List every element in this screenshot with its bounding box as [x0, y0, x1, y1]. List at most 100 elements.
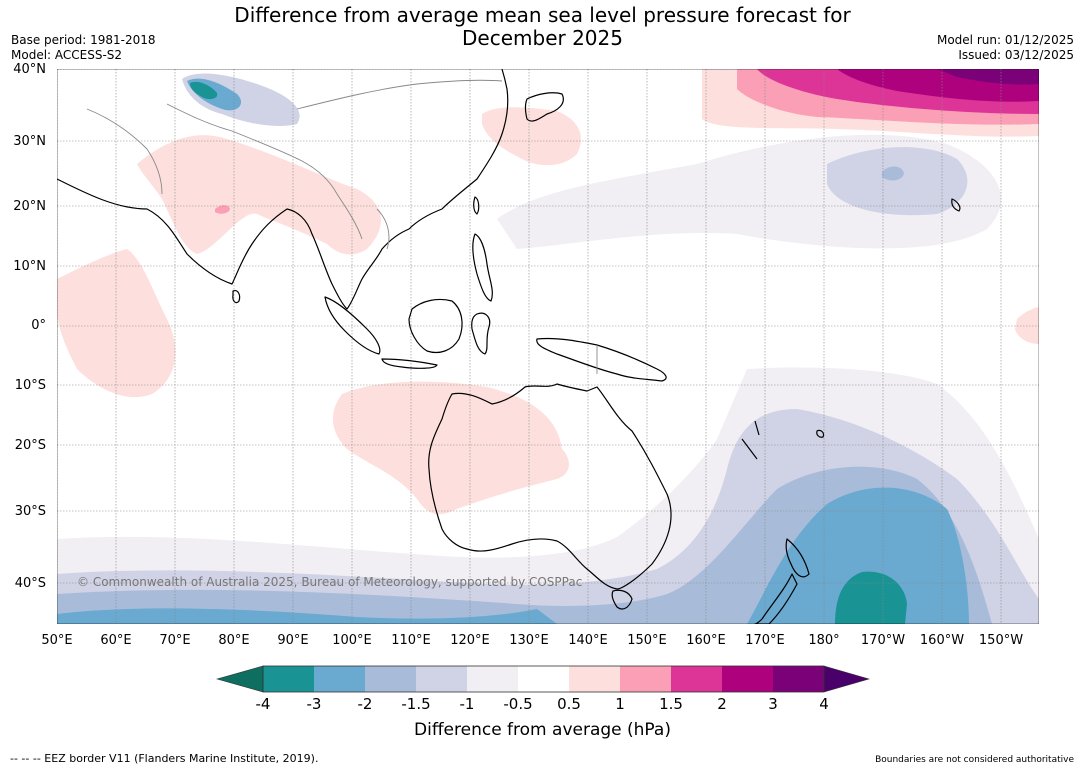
colorbar-tick-1-5: 1.5	[659, 695, 683, 713]
colorbar-cell-1	[314, 666, 366, 692]
title-line-2: December 2025	[462, 26, 623, 50]
colorbar-cell-0	[263, 666, 315, 692]
coastline-sumatra	[324, 296, 381, 355]
lat-label-40s: 40°S	[14, 576, 46, 591]
anomaly-region-west-australia-high	[332, 381, 569, 515]
coastline-sri-lanka	[232, 290, 241, 304]
anomaly-region-pacific-small-high	[1015, 307, 1039, 344]
colorbar-tick-1: 1	[615, 695, 625, 713]
lon-label-110e: 110°E	[391, 633, 431, 648]
lon-label-150e: 150°E	[627, 633, 667, 648]
lat-label-equator: 0°	[31, 318, 46, 333]
metadata-left: Base period: 1981-2018 Model: ACCESS-S2	[11, 33, 156, 63]
lat-label-40n: 40°N	[13, 62, 46, 77]
coastline-java	[381, 358, 438, 369]
lat-label-20n: 20°N	[13, 199, 46, 214]
colorbar-over-arrow	[823, 665, 870, 693]
chart-title: Difference from average mean sea level p…	[0, 4, 1085, 50]
colorbar-tick-minus-4: -4	[255, 695, 271, 713]
border-china-north	[296, 79, 503, 110]
colorbar-cell-9	[722, 666, 774, 692]
coastline-hawaii	[951, 198, 961, 212]
lat-label-30s: 30°S	[14, 504, 46, 519]
lon-label-170w: 170°W	[860, 633, 906, 648]
colorbar-cell-4	[467, 666, 519, 692]
lon-label-160w: 160°W	[919, 633, 965, 648]
lon-label-130e: 130°E	[509, 633, 549, 648]
colorbar-tick-2: 2	[717, 695, 727, 713]
coastline-sulawesi	[471, 312, 491, 355]
lon-label-120e: 120°E	[450, 633, 490, 648]
coastline-fiji	[816, 429, 825, 438]
lon-label-80e: 80°E	[218, 633, 250, 648]
border-pakistan	[86, 108, 163, 195]
lon-label-50e: 50°E	[41, 633, 73, 648]
coastline-vanuatu	[754, 420, 760, 436]
colorbar-tick-minus-3: -3	[306, 695, 322, 713]
colorbar-cell-10	[773, 666, 825, 692]
lon-label-100e: 100°E	[332, 633, 372, 648]
colorbar	[216, 665, 870, 693]
model-run: Model run: 01/12/2025	[936, 33, 1074, 47]
border-india-china	[166, 103, 338, 195]
anomaly-region-china-high	[482, 107, 581, 166]
colorbar-cell-2	[365, 666, 417, 692]
anomaly-region-india-core	[215, 205, 230, 214]
colorbar-tick-minus-2: -2	[357, 695, 373, 713]
anomaly-region-south-blue	[57, 466, 992, 624]
country-borders	[86, 79, 598, 374]
anomaly-region-indian-ocean-high	[57, 249, 176, 398]
coastline-tasmania	[611, 589, 633, 610]
colorbar-tick-4: 4	[819, 695, 829, 713]
colorbar-cell-7	[620, 666, 672, 692]
anomaly-region-india-high	[137, 135, 381, 255]
colorbar-tick-0-5: 0.5	[557, 695, 581, 713]
base-period: Base period: 1981-2018	[11, 33, 156, 47]
coastline-japan	[524, 92, 564, 122]
coastline-nz-north	[785, 538, 810, 578]
lat-label-30n: 30°N	[13, 134, 46, 149]
anomaly-region-tibet-low-teal	[190, 81, 218, 100]
colorbar-cell-3	[416, 666, 468, 692]
issued-date: Issued: 03/12/2025	[958, 48, 1074, 62]
colorbar-under-arrow	[216, 665, 264, 693]
coastline-australia	[428, 383, 672, 590]
colorbar-tick-3: 3	[768, 695, 778, 713]
anomaly-region-pacific-low-core	[882, 166, 904, 181]
copyright-notice: © Commonwealth of Australia 2025, Bureau…	[77, 575, 583, 589]
metadata-right: Model run: 01/12/2025 Issued: 03/12/2025	[937, 33, 1074, 63]
map-panel	[57, 69, 1039, 624]
lat-label-20s: 20°S	[14, 438, 46, 453]
lon-label-180: 180°	[808, 633, 840, 648]
border-indochina	[336, 193, 390, 250]
colorbar-frame	[262, 665, 825, 693]
model-name: Model: ACCESS-S2	[11, 48, 123, 62]
anomaly-region-pacific-low-inner	[827, 147, 968, 216]
lon-label-60e: 60°E	[100, 633, 132, 648]
graticule	[57, 69, 1039, 624]
colorbar-title: Difference from average (hPa)	[414, 720, 671, 740]
coastline-philippines	[472, 233, 493, 302]
lon-label-150w: 150°W	[978, 633, 1024, 648]
coastline-nz-south	[754, 573, 798, 624]
colorbar-tick-minus-1: -1	[459, 695, 475, 713]
lon-label-70e: 70°E	[159, 633, 191, 648]
lat-label-10n: 10°N	[13, 259, 46, 274]
lon-label-140e: 140°E	[568, 633, 608, 648]
eez-legend: -- -- -- EEZ border V11 (Flanders Marine…	[10, 752, 319, 765]
coastline-taiwan	[473, 196, 480, 215]
anomaly-region-south-teal	[835, 571, 907, 624]
coastline-new-caledonia	[741, 438, 758, 460]
lon-label-160e: 160°E	[686, 633, 726, 648]
lon-label-170e: 170°E	[745, 633, 785, 648]
colorbar-cell-6	[569, 666, 621, 692]
colorbar-tick-minus-0-5: -0.5	[503, 695, 533, 713]
colorbar-cell-8	[671, 666, 723, 692]
coastline-asia-mainland	[57, 69, 509, 310]
lat-label-10s: 10°S	[14, 378, 46, 393]
coastline-borneo	[408, 298, 463, 354]
title-line-1: Difference from average mean sea level p…	[234, 3, 851, 27]
anomaly-region-north-high-purple	[937, 69, 1039, 85]
lon-label-90e: 90°E	[277, 633, 309, 648]
boundaries-disclaimer: Boundaries are not considered authoritat…	[875, 755, 1074, 765]
